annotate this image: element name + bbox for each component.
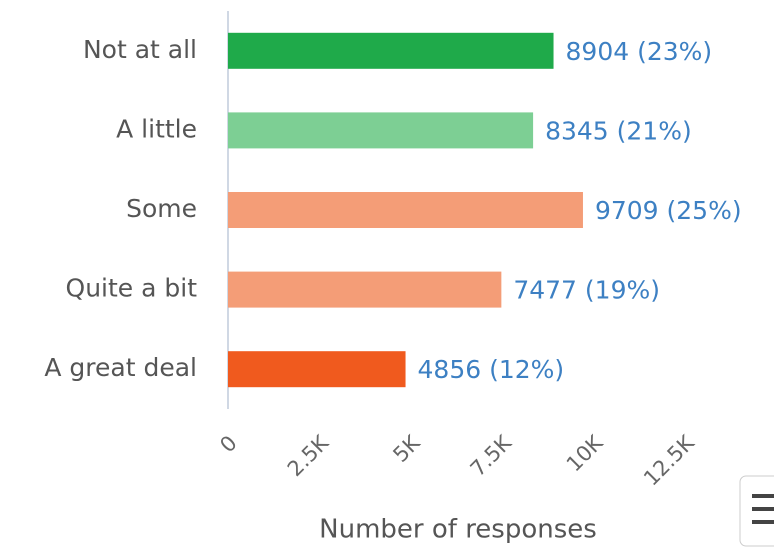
- x-tick-label: 12.5K: [639, 430, 700, 491]
- data-label: 7477 (19%): [513, 276, 660, 305]
- x-tick-label: 7.5K: [466, 430, 517, 481]
- bar: [228, 271, 502, 308]
- menu-button[interactable]: [739, 475, 774, 547]
- bar: [228, 32, 554, 69]
- data-label: 8345 (21%): [545, 116, 692, 145]
- y-tick-label: Some: [126, 194, 197, 223]
- x-tick-label: 0: [215, 431, 241, 457]
- bar: [228, 112, 534, 149]
- y-tick-label: Not at all: [83, 35, 197, 64]
- x-tick-label: 10K: [562, 430, 608, 476]
- y-tick-label: A great deal: [44, 353, 197, 382]
- x-tick-label: 2.5K: [283, 430, 334, 481]
- data-label: 8904 (23%): [566, 37, 713, 66]
- y-tick-label: Quite a bit: [66, 274, 198, 303]
- x-tick-label: 5K: [388, 430, 425, 467]
- menu-icon[interactable]: [752, 520, 774, 524]
- y-tick-label: A little: [116, 114, 197, 143]
- data-label: 4856 (12%): [418, 355, 565, 384]
- menu-icon[interactable]: [752, 494, 774, 498]
- bar: [228, 192, 583, 228]
- x-axis-title: Number of responses: [319, 515, 597, 545]
- menu-icon[interactable]: [752, 507, 774, 511]
- bar: [228, 351, 406, 388]
- data-label: 9709 (25%): [595, 196, 742, 225]
